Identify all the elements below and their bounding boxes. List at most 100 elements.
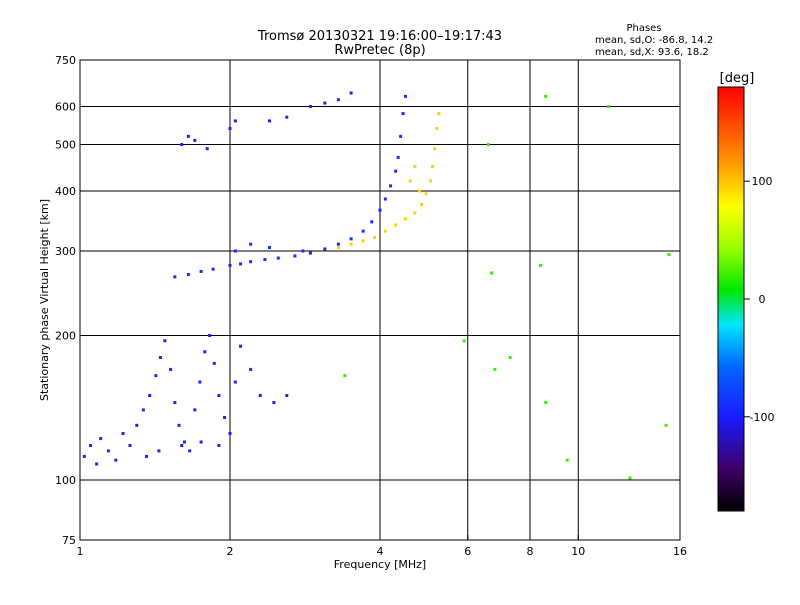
scatter-point [233,249,237,253]
scatter-point [233,380,237,384]
scatter-point [128,444,132,448]
y-tick-label: 200 [55,330,76,343]
scatter-point [437,112,441,116]
scatter-point [433,147,437,151]
grid-layer [80,60,680,540]
scatter-point [89,444,93,448]
scatter-point [121,432,125,436]
scatter-point [199,269,203,273]
scatter-point [403,94,407,98]
phases-title: Phases [626,23,661,34]
scatter-point [188,449,192,453]
scatter-point [82,454,86,458]
x-tick-label: 6 [464,545,471,558]
scatter-point [182,440,186,444]
scatter-point [323,247,327,251]
points-layer [82,91,671,480]
scatter-point [212,361,216,365]
x-tick-label: 4 [377,545,384,558]
scatter-point [249,367,253,371]
scatter-point [413,211,417,215]
scatter-point [607,105,611,109]
scatter-point [198,380,202,384]
scatter-point [490,271,494,275]
scatter-point [544,401,548,405]
scatter-point [145,454,149,458]
y-tick-label: 100 [55,474,76,487]
scatter-point [323,101,327,105]
scatter-point [508,355,512,359]
scatter-point [349,91,353,95]
scatter-point [383,229,387,233]
scatter-point [336,98,340,102]
y-tick-label: 400 [55,185,76,198]
scatter-point [389,184,393,188]
x-tick-label: 16 [673,545,687,558]
scatter-point [336,242,340,246]
scatter-point [208,334,212,338]
scatter-point [180,143,184,147]
scatter-point [417,189,421,193]
scatter-point [154,374,158,378]
phases-line-x: mean, sd,X: 93.6, 18.2 [595,47,709,58]
scatter-point [308,105,312,109]
scatter-point [349,242,353,246]
scatter-point [203,350,207,354]
y-tick-label: 300 [55,245,76,258]
scatter-point [193,138,197,142]
scatter-point [361,229,365,233]
scatter-point [249,260,253,264]
scatter-point [258,394,262,398]
scatter-point [424,192,428,196]
y-tick-label: 750 [55,54,76,67]
scatter-point [462,339,466,343]
scatter-point [141,408,145,412]
scatter-point [114,458,118,462]
scatter-point [99,437,103,441]
scatter-point [413,164,417,168]
scatter-point [173,275,177,279]
scatter-point [211,267,215,271]
scatter-point [285,394,289,398]
phases-line-o: mean, sd,O: -86.8, 14.2 [595,35,713,46]
colorbar-tick-label: 100 [752,175,773,188]
scatter-point [396,155,400,159]
scatter-point [336,246,340,250]
scatter-point [199,440,203,444]
y-tick-labels: 75 100 200 300 400 500 600 750 [55,54,85,547]
scatter-point [205,147,209,151]
colorbar-ticks: 100 0 -100 [744,175,774,424]
scatter-point [493,367,497,371]
scatter-point [272,401,276,405]
scatter-point [420,202,424,206]
scatter-point [370,220,374,224]
scatter-point [95,462,99,466]
scatter-point [263,258,267,262]
scatter-point [186,134,190,138]
x-tick-label: 8 [527,545,534,558]
scatter-point [308,251,312,255]
scatter-point [349,237,353,241]
scatter-point [249,242,253,246]
scatter-point [217,444,221,448]
colorbar-label: [deg] [720,71,755,86]
scatter-point [169,367,173,371]
scatter-point [383,197,387,201]
scatter-point [435,126,439,130]
scatter-point [106,449,110,453]
scatter-point [628,476,632,480]
scatter-point [544,94,548,98]
scatter-point [239,262,243,266]
scatter-point [186,273,190,277]
scatter-point [158,355,162,359]
y-tick-label: 500 [55,139,76,152]
scatter-point [539,263,543,267]
scatter-point [148,394,152,398]
scatter-point [293,254,297,258]
scatter-point [664,423,668,427]
scatter-point [486,143,490,147]
y-tick-label: 600 [55,101,76,114]
x-tick-label: 2 [227,545,234,558]
